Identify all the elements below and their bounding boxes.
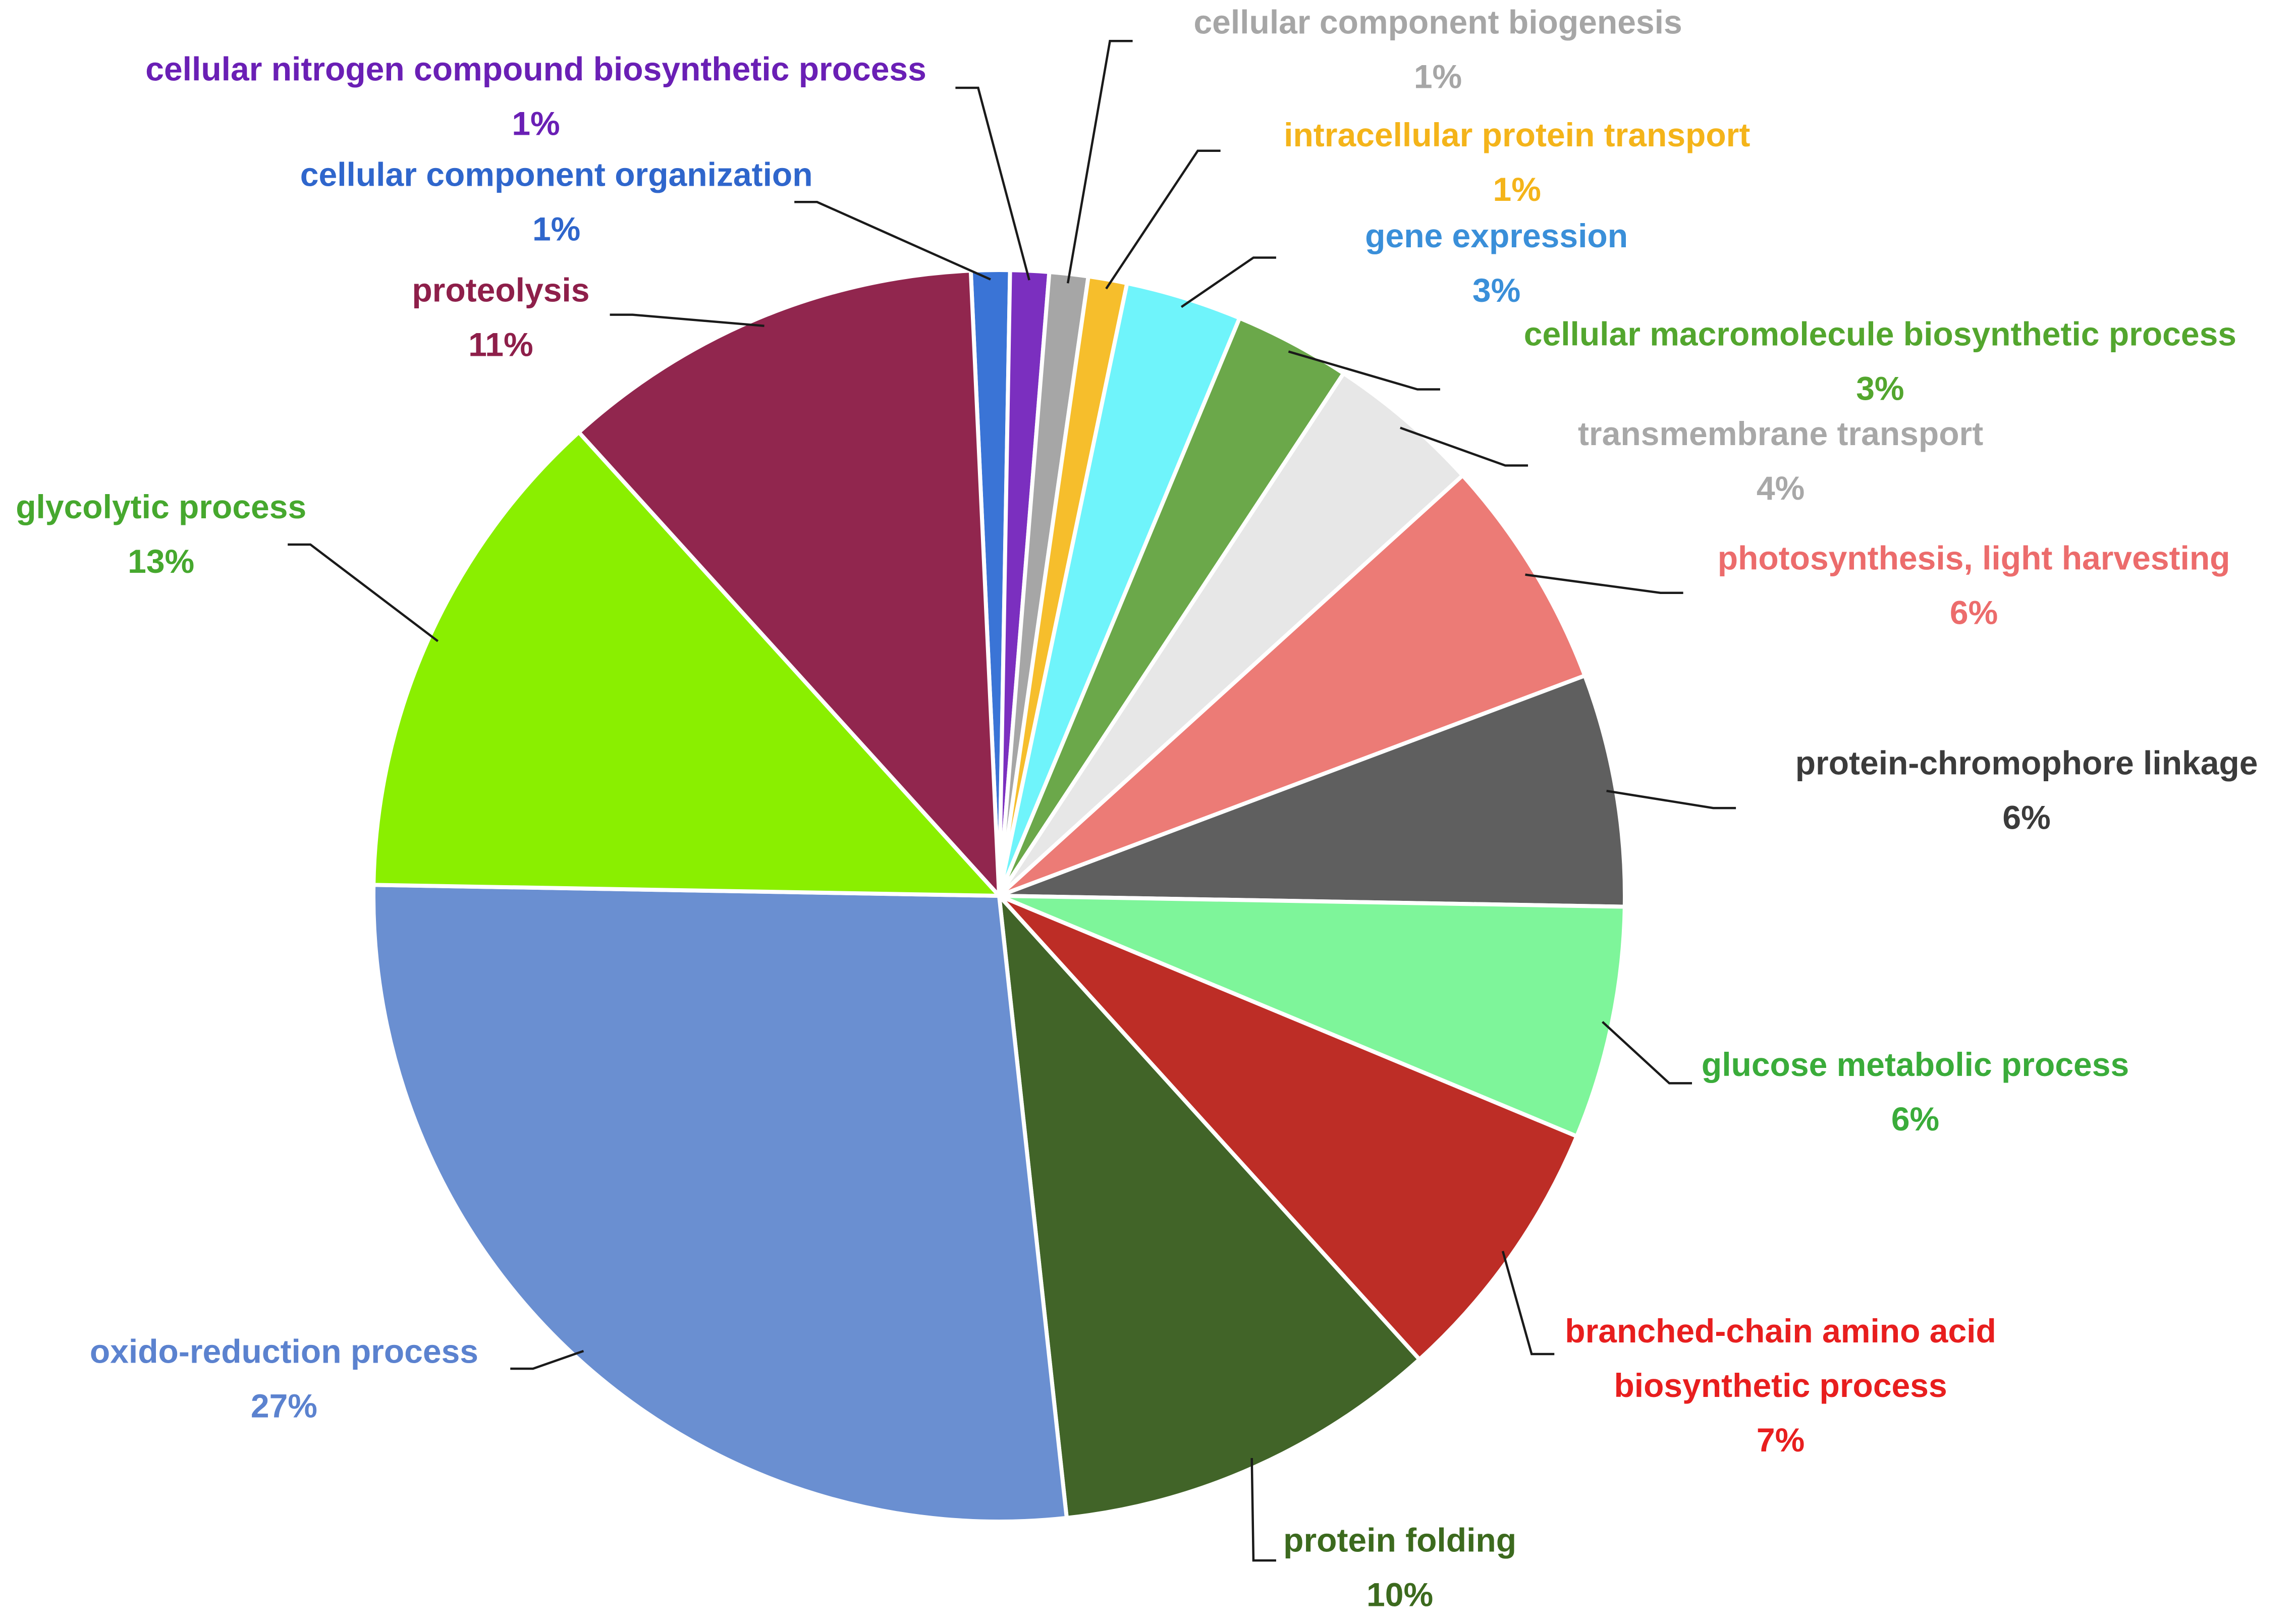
leader-line: [1525, 573, 1683, 594]
slice-percent: 3%: [1856, 370, 1904, 407]
leader-line: [1602, 1021, 1692, 1085]
slice-percent: 6%: [2002, 798, 2050, 836]
slice-percent: 10%: [1366, 1576, 1433, 1613]
pie-slice: [997, 473, 1587, 898]
leader-line: [1250, 1458, 1276, 1562]
slice-label: gene expression: [1365, 217, 1628, 254]
pie-slice: [371, 883, 1069, 1524]
slice-label: cellular nitrogen compound biosynthetic …: [145, 50, 926, 88]
slice-label: intracellular protein transport: [1284, 116, 1750, 153]
pie-slice: [997, 894, 1422, 1520]
slice-percent: 1%: [1493, 171, 1541, 208]
slice-label: proteolysis: [412, 272, 589, 309]
pie-slice: [371, 430, 1001, 898]
slice-label: protein folding: [1283, 1522, 1516, 1559]
slice-label: biosynthetic process: [1614, 1367, 1947, 1404]
slice-callouts: cellular component organization 1% cellula…: [16, 4, 2258, 1613]
slice-label: cellular macromolecule biosynthetic proc…: [1524, 315, 2236, 353]
slice-percent: 4%: [1757, 469, 1805, 507]
leader-line: [794, 201, 991, 281]
pie-slices: [371, 268, 1627, 1524]
slice-label: branched-chain amino acid: [1565, 1312, 1996, 1350]
leader-line: [1501, 1251, 1555, 1356]
slice-label: transmembrane transport: [1578, 415, 1983, 452]
pie-slice: [997, 371, 1465, 898]
slice-percent: 6%: [1950, 593, 1998, 631]
slice-percent: 13%: [128, 543, 194, 580]
leader-line: [288, 543, 439, 642]
pie-slice: [997, 894, 1627, 1139]
slice-label: glycolytic process: [16, 488, 306, 525]
slice-label: protein-chromophore linkage: [1795, 744, 2258, 781]
leader-line: [510, 1350, 584, 1370]
leader-line: [1066, 39, 1133, 284]
leader-line: [1606, 789, 1736, 810]
slice-percent: 1%: [512, 105, 560, 142]
leader-line: [1180, 256, 1276, 308]
slice-label: oxido-reduction process: [90, 1332, 478, 1370]
pie-slice: [997, 673, 1627, 909]
slice-label: cellular component biogenesis: [1193, 4, 1682, 41]
slice-label: glucose metabolic process: [1702, 1046, 2129, 1083]
slice-percent: 6%: [1891, 1100, 1939, 1138]
pie-slice: [577, 268, 1001, 898]
slice-percent: 1%: [1414, 58, 1462, 95]
leader-line: [1400, 426, 1528, 467]
leader-line: [955, 86, 1030, 281]
leader-line: [1288, 350, 1440, 391]
slice-percent: 7%: [1757, 1421, 1805, 1459]
slice-percent: 11%: [468, 326, 533, 363]
leader-line: [610, 313, 764, 328]
leader-line: [1105, 149, 1221, 290]
slice-percent: 3%: [1472, 272, 1520, 309]
slice-percent: 1%: [532, 210, 580, 247]
slice-percent: 27%: [251, 1387, 317, 1424]
slice-label: cellular component organization: [300, 155, 813, 193]
leader-lines: [288, 39, 1736, 1562]
slice-label: photosynthesis, light harvesting: [1718, 539, 2230, 576]
pie-slice: [997, 894, 1579, 1362]
